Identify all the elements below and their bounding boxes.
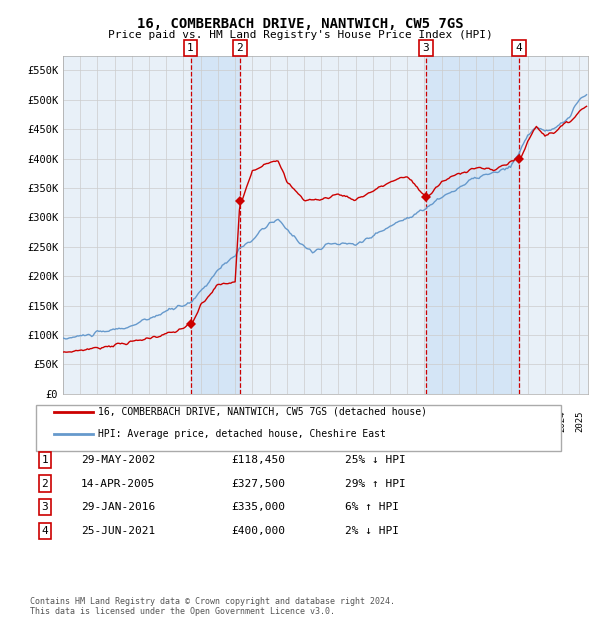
- Text: £118,450: £118,450: [231, 455, 285, 465]
- Text: 14-APR-2005: 14-APR-2005: [81, 479, 155, 489]
- Text: 2% ↓ HPI: 2% ↓ HPI: [345, 526, 399, 536]
- Text: 2009: 2009: [299, 410, 308, 432]
- Text: 2024: 2024: [557, 410, 566, 432]
- Text: 1995: 1995: [59, 410, 67, 432]
- Text: 2022: 2022: [523, 410, 532, 432]
- Text: 2025: 2025: [575, 410, 584, 432]
- Text: 1998: 1998: [110, 410, 119, 432]
- Bar: [191, 56, 240, 394]
- Text: 29-JAN-2016: 29-JAN-2016: [81, 502, 155, 512]
- Text: 3: 3: [41, 502, 49, 512]
- Text: 2015: 2015: [403, 410, 412, 432]
- Text: 2002: 2002: [179, 410, 188, 432]
- Text: 2003: 2003: [196, 410, 205, 432]
- Text: 2012: 2012: [351, 410, 360, 432]
- Text: 3: 3: [422, 43, 429, 53]
- Text: This data is licensed under the Open Government Licence v3.0.: This data is licensed under the Open Gov…: [30, 607, 335, 616]
- Text: 25% ↓ HPI: 25% ↓ HPI: [345, 455, 406, 465]
- Text: 2016: 2016: [420, 410, 429, 432]
- Text: 1996: 1996: [76, 410, 85, 432]
- Text: 1999: 1999: [127, 410, 136, 432]
- Text: 29% ↑ HPI: 29% ↑ HPI: [345, 479, 406, 489]
- Text: Price paid vs. HM Land Registry's House Price Index (HPI): Price paid vs. HM Land Registry's House …: [107, 30, 493, 40]
- Text: 2: 2: [41, 479, 49, 489]
- Text: 1997: 1997: [93, 410, 102, 432]
- Text: 2011: 2011: [334, 410, 343, 432]
- Text: Contains HM Land Registry data © Crown copyright and database right 2024.: Contains HM Land Registry data © Crown c…: [30, 597, 395, 606]
- Text: 2007: 2007: [265, 410, 274, 432]
- Text: 2: 2: [236, 43, 244, 53]
- Text: 29-MAY-2002: 29-MAY-2002: [81, 455, 155, 465]
- Text: 2006: 2006: [248, 410, 257, 432]
- Text: £335,000: £335,000: [231, 502, 285, 512]
- Text: 2010: 2010: [317, 410, 326, 432]
- Text: 2013: 2013: [368, 410, 377, 432]
- Bar: [426, 56, 519, 394]
- Text: 2017: 2017: [437, 410, 446, 432]
- Text: 4: 4: [515, 43, 522, 53]
- Text: 2020: 2020: [489, 410, 498, 432]
- Text: 2008: 2008: [282, 410, 291, 432]
- Text: 2021: 2021: [506, 410, 515, 432]
- Text: £400,000: £400,000: [231, 526, 285, 536]
- Text: 2005: 2005: [230, 410, 239, 432]
- Text: HPI: Average price, detached house, Cheshire East: HPI: Average price, detached house, Ches…: [98, 429, 386, 439]
- Text: 16, COMBERBACH DRIVE, NANTWICH, CW5 7GS: 16, COMBERBACH DRIVE, NANTWICH, CW5 7GS: [137, 17, 463, 32]
- Text: 2014: 2014: [386, 410, 395, 432]
- Text: 2004: 2004: [214, 410, 223, 432]
- Text: 1: 1: [187, 43, 194, 53]
- Text: 25-JUN-2021: 25-JUN-2021: [81, 526, 155, 536]
- Text: 2001: 2001: [162, 410, 171, 432]
- Text: 1: 1: [41, 455, 49, 465]
- Text: 4: 4: [41, 526, 49, 536]
- Text: 2018: 2018: [454, 410, 463, 432]
- Text: 6% ↑ HPI: 6% ↑ HPI: [345, 502, 399, 512]
- Text: £327,500: £327,500: [231, 479, 285, 489]
- Text: 16, COMBERBACH DRIVE, NANTWICH, CW5 7GS (detached house): 16, COMBERBACH DRIVE, NANTWICH, CW5 7GS …: [98, 407, 427, 417]
- Text: 2000: 2000: [145, 410, 154, 432]
- Text: 2023: 2023: [541, 410, 550, 432]
- Text: 2019: 2019: [472, 410, 481, 432]
